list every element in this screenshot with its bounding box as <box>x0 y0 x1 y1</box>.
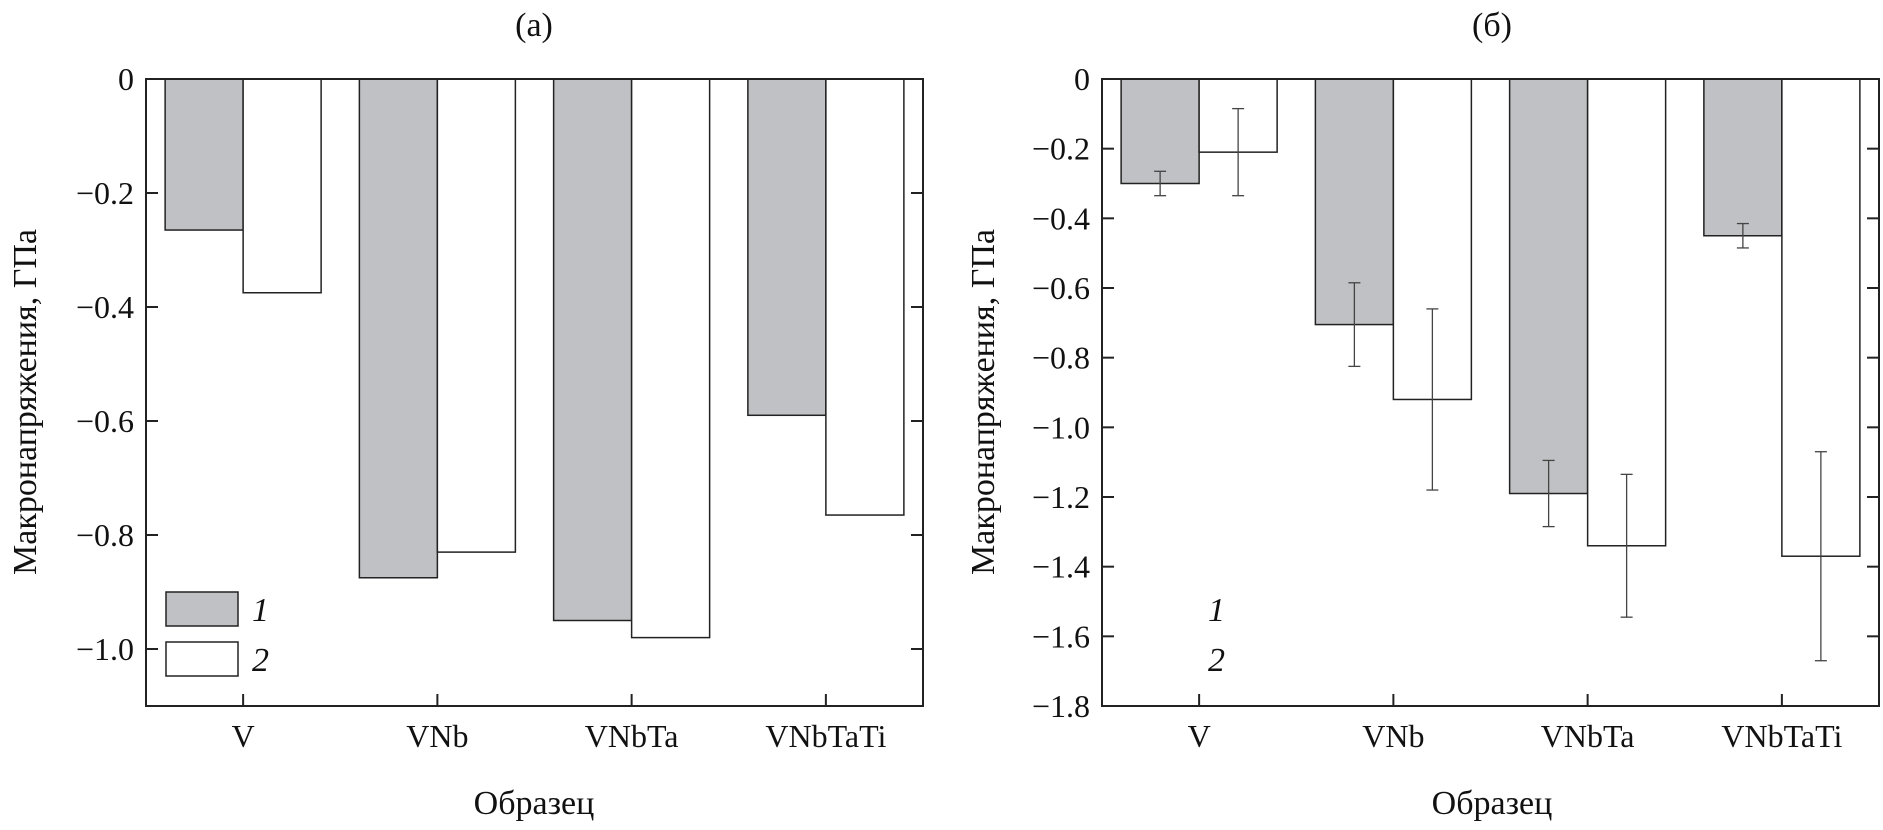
panel-b-bars <box>1120 78 1861 557</box>
panel-a-x-axis-title: Образец <box>474 785 595 822</box>
panel-a-bar-s2-vnbtati <box>825 78 905 516</box>
panel-a-x-tick-label-vnbtati: VNbTaTi <box>765 718 886 754</box>
panel-b-errorbar-s2-vnbta <box>1620 473 1633 618</box>
panel-b-x-tick-label-vnbta: VNbTa <box>1541 718 1635 754</box>
panel-b-x-tick-label-vnb: VNb <box>1362 718 1424 754</box>
panel-b-ticks: V VNb VNbTa VNbTaTi 0 −0.2 −0.4 −0.6 −0.8 −1.0 −1.… <box>1032 61 1879 754</box>
panel-b-errorbar-s1-vnb <box>1348 282 1361 368</box>
panel-b-y-tick-label: −0.8 <box>1032 340 1090 376</box>
panel-b-y-tick-label: −0.6 <box>1032 270 1090 306</box>
panel-b-errorbar-s2-v <box>1232 107 1245 197</box>
panel-b-y-tick-label: −0.2 <box>1032 131 1090 167</box>
panel-a-bar-s1-v <box>164 78 244 231</box>
panel-a-bar-s2-v <box>242 78 322 294</box>
panel-b-y-tick-label: −1.4 <box>1032 549 1090 585</box>
panel-a-bar-s2-vnb <box>436 78 517 553</box>
panel-a: (а) Макронапряжения, ГПа Образец V VNb VNb… <box>7 7 924 822</box>
panel-a-ticks: V VNb VNbTa VNbTaTi 0 −0.2 −0.4 −0.6 −0.8 −1.0 <box>76 61 923 754</box>
panel-b-legend-label-1: 1 <box>1208 592 1225 629</box>
panel-b-errorbar-s1-v <box>1154 170 1167 197</box>
panel-b: (б) Макронапряжения, ГПа Образец V VNb VNb… <box>965 7 1880 822</box>
panel-b-y-tick-label: 0 <box>1074 61 1090 97</box>
panel-b-y-tick-label: −1.6 <box>1032 618 1090 654</box>
panel-b-y-axis-title: Макронапряжения, ГПа <box>965 229 1002 575</box>
panel-a-bars <box>164 78 905 639</box>
panel-b-errorbar-s1-vnbta <box>1542 459 1555 528</box>
panel-a-bar-s1-vnb <box>358 78 439 579</box>
panel-a-y-tick-label: −0.4 <box>76 289 134 325</box>
panel-b-y-tick-label: −1.2 <box>1032 479 1090 515</box>
panel-a-y-tick-label: −0.8 <box>76 517 134 553</box>
panel-a-plot-frame <box>145 78 924 707</box>
panel-a-x-tick-label-vnb: VNb <box>406 718 468 754</box>
panel-b-error-bars <box>1154 107 1827 662</box>
panel-a-bar-s1-vnbta <box>552 78 633 622</box>
panel-b-bar-s2-vnbta <box>1586 78 1667 547</box>
panel-a-legend-swatch-1 <box>165 591 239 627</box>
panel-a-bar-s2-vnbta <box>630 78 711 639</box>
panel-a-y-tick-label: 0 <box>118 61 134 97</box>
panel-b-bar-s1-vnbtati <box>1703 78 1783 237</box>
panel-b-y-tick-label: −0.4 <box>1032 200 1090 236</box>
panel-a-x-tick-label-vnbta: VNbTa <box>585 718 679 754</box>
panel-b-legend: 1 2 <box>1208 592 1225 679</box>
panel-b-bar-s1-vnbta <box>1508 78 1589 495</box>
panel-a-title: (а) <box>515 7 553 44</box>
panel-b-title: (б) <box>1472 7 1512 44</box>
panel-b-errorbar-s2-vnb <box>1426 308 1439 491</box>
panel-b-y-tick-label: −1.8 <box>1032 688 1090 724</box>
panel-b-x-tick-label-v: V <box>1188 718 1211 754</box>
panel-a-y-tick-label: −1.0 <box>76 631 134 667</box>
panel-b-legend-label-2: 2 <box>1208 642 1225 679</box>
panel-b-x-tick-label-vnbtati: VNbTaTi <box>1721 718 1842 754</box>
panel-a-y-tick-label: −0.2 <box>76 175 134 211</box>
panel-b-x-axis-title: Образец <box>1432 785 1553 822</box>
panel-b-y-tick-label: −1.0 <box>1032 409 1090 445</box>
panel-a-bar-s1-vnbtati <box>747 78 827 417</box>
panel-b-plot-frame <box>1101 78 1880 707</box>
panel-a-y-axis-title: Макронапряжения, ГПа <box>7 229 44 575</box>
panel-b-errorbar-s1-vnbtati <box>1736 222 1749 249</box>
panel-a-legend-label-2: 2 <box>252 642 269 679</box>
panel-a-x-tick-label-v: V <box>232 718 255 754</box>
panel-b-errorbar-s2-vnbtati <box>1814 451 1827 662</box>
panel-a-y-tick-label: −0.6 <box>76 403 134 439</box>
panel-b-bar-s1-v <box>1120 78 1200 185</box>
panel-a-legend-label-1: 1 <box>252 592 269 629</box>
panel-a-legend-swatch-2 <box>165 641 239 677</box>
panel-a-legend: 1 2 <box>165 591 269 679</box>
